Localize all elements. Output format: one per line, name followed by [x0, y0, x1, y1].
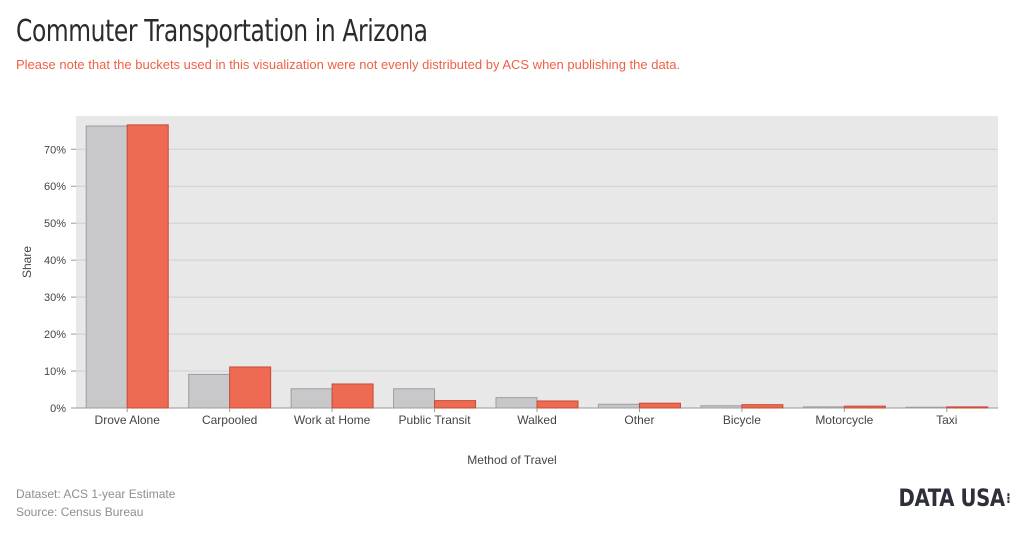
x-axis-ticks: Drove Alone Carpooled Work at Home Public T… [95, 408, 957, 427]
bar-bicycle-series-1[interactable] [700, 405, 743, 409]
x-tick-label: Taxi [936, 413, 957, 427]
dataset-label: Dataset: ACS 1-year Estimate [16, 487, 176, 501]
y-tick-label: 0% [50, 403, 66, 415]
y-axis-label: Share [20, 246, 34, 278]
x-tick-label: Carpooled [202, 413, 257, 427]
source-label: Source: Census Bureau [16, 505, 144, 519]
x-tick-label: Motorcycle [815, 413, 873, 427]
bar-drove-alone-series-1[interactable] [85, 125, 128, 409]
bar-motorcycle-series-2[interactable] [843, 405, 886, 409]
chart-subtitle: Please note that the buckets used in thi… [16, 57, 681, 72]
bar-public-transit-series-1[interactable] [393, 388, 436, 409]
chart-title: Commuter Transportation in Arizona [16, 14, 428, 49]
bar-work-at-home-series-2[interactable] [331, 383, 374, 409]
bar-other-series-2[interactable] [638, 402, 681, 409]
y-axis-ticks: 0% 10% 20% 30% 40% 50% 60% 70% [44, 144, 76, 415]
y-tick-label: 40% [44, 255, 66, 267]
logo-dots-icon: ⁝ [1006, 491, 1010, 507]
x-tick-label: Walked [517, 413, 557, 427]
y-tick-label: 10% [44, 366, 66, 378]
bar-walked-series-2[interactable] [536, 400, 579, 409]
bar-carpooled-series-1[interactable] [188, 373, 231, 409]
data-usa-logo[interactable]: DATA USA ⁝ [898, 484, 1010, 512]
plot-background [76, 116, 998, 408]
x-tick-label: Public Transit [399, 413, 472, 427]
bar-public-transit-series-2[interactable] [434, 400, 477, 409]
y-tick-label: 20% [44, 329, 66, 341]
bar-drove-alone-series-2[interactable] [126, 124, 169, 409]
bar-other-series-1[interactable] [597, 403, 640, 409]
x-tick-label: Work at Home [294, 413, 371, 427]
y-tick-label: 30% [44, 292, 66, 304]
y-tick-label: 70% [44, 144, 66, 156]
bar-taxi-series-1[interactable] [905, 406, 948, 409]
x-tick-label: Other [624, 413, 654, 427]
bar-work-at-home-series-1[interactable] [290, 388, 333, 409]
bar-walked-series-1[interactable] [495, 397, 538, 409]
logo-text: DATA USA [898, 484, 1005, 512]
y-tick-label: 60% [44, 181, 66, 193]
x-axis-label: Method of Travel [467, 453, 556, 467]
bar-taxi-series-2[interactable] [946, 406, 989, 409]
x-tick-label: Bicycle [723, 413, 761, 427]
bar-carpooled-series-2[interactable] [229, 366, 272, 409]
bars [85, 124, 989, 409]
y-tick-label: 50% [44, 218, 66, 230]
bar-motorcycle-series-1[interactable] [802, 406, 845, 409]
x-tick-label: Drove Alone [95, 413, 161, 427]
bar-bicycle-series-2[interactable] [741, 404, 784, 409]
